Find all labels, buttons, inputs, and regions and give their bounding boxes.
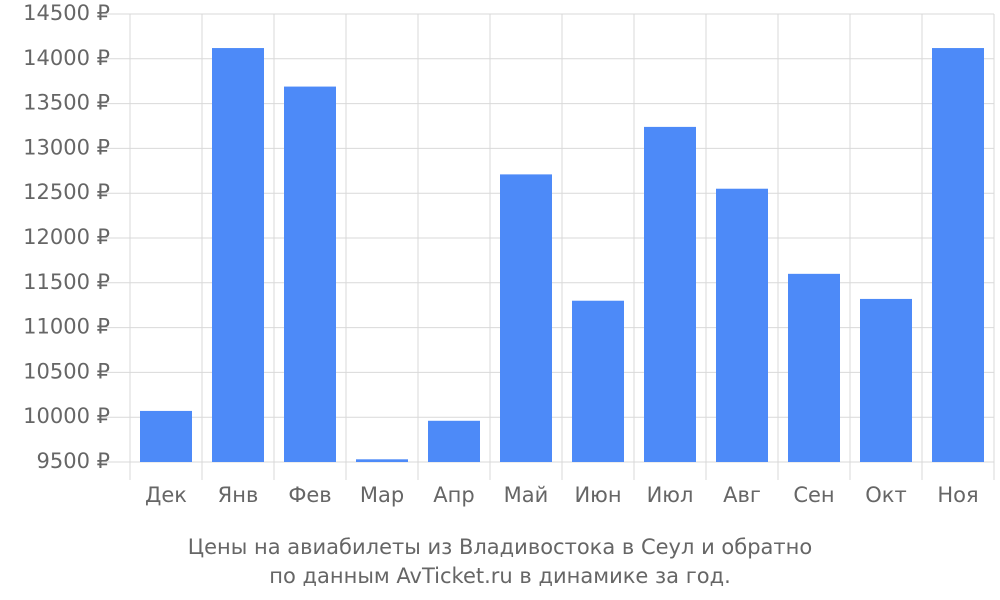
x-tick-label: Апр — [433, 483, 474, 507]
y-tick-label: 13000 ₽ — [23, 135, 110, 159]
bar — [500, 174, 552, 462]
bar — [212, 48, 264, 462]
bar — [644, 126, 696, 463]
y-tick-label: 12500 ₽ — [23, 180, 110, 204]
y-tick-label: 10000 ₽ — [23, 404, 110, 428]
bar — [428, 420, 480, 462]
x-tick-label: Дек — [145, 483, 187, 507]
bar — [572, 300, 624, 462]
chart-caption: по данным AvTicket.ru в динамике за год. — [269, 564, 731, 588]
chart-caption: Цены на авиабилеты из Владивостока в Сеу… — [188, 535, 812, 559]
x-tick-label: Сен — [793, 483, 834, 507]
x-tick-label: Фев — [288, 483, 331, 507]
bar — [716, 188, 768, 462]
x-tick-label: Июл — [647, 483, 694, 507]
bar — [860, 298, 912, 462]
y-tick-label: 14500 ₽ — [23, 1, 110, 25]
y-tick-label: 14000 ₽ — [23, 46, 110, 70]
x-tick-label: Авг — [723, 483, 761, 507]
x-tick-label: Янв — [218, 483, 259, 507]
bar — [788, 273, 840, 462]
bar — [284, 86, 336, 463]
y-tick-label: 11500 ₽ — [23, 270, 110, 294]
x-tick-label: Ноя — [937, 483, 978, 507]
y-tick-label: 12000 ₽ — [23, 225, 110, 249]
y-tick-label: 11000 ₽ — [23, 315, 110, 339]
y-tick-label: 10500 ₽ — [23, 359, 110, 383]
x-tick-label: Май — [504, 483, 549, 507]
y-tick-label: 13500 ₽ — [23, 91, 110, 115]
bar — [140, 410, 192, 462]
bar — [932, 48, 984, 462]
y-tick-label: 9500 ₽ — [37, 449, 110, 473]
x-tick-label: Окт — [865, 483, 906, 507]
x-tick-label: Мар — [360, 483, 404, 507]
x-tick-label: Июн — [574, 483, 621, 507]
bar — [356, 459, 408, 462]
